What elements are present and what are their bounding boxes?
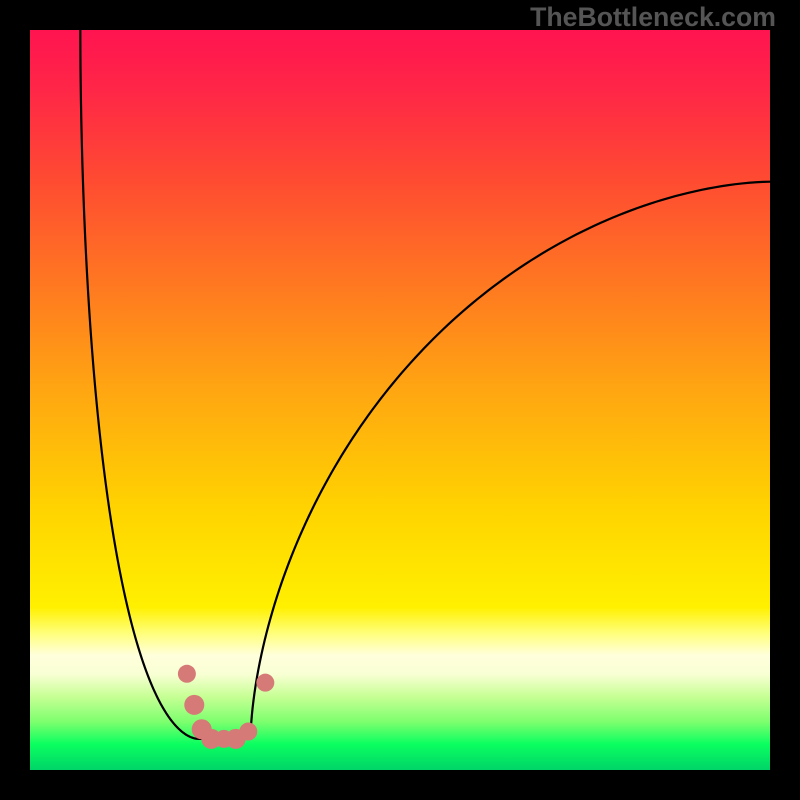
chart-frame: TheBottleneck.com [0, 0, 800, 800]
watermark-text: TheBottleneck.com [530, 2, 776, 33]
marker-dot [239, 723, 257, 741]
marker-dot [178, 665, 196, 683]
marker-dot [184, 695, 204, 715]
plot-svg [30, 30, 770, 770]
marker-dot [256, 674, 274, 692]
plot-area [30, 30, 770, 770]
